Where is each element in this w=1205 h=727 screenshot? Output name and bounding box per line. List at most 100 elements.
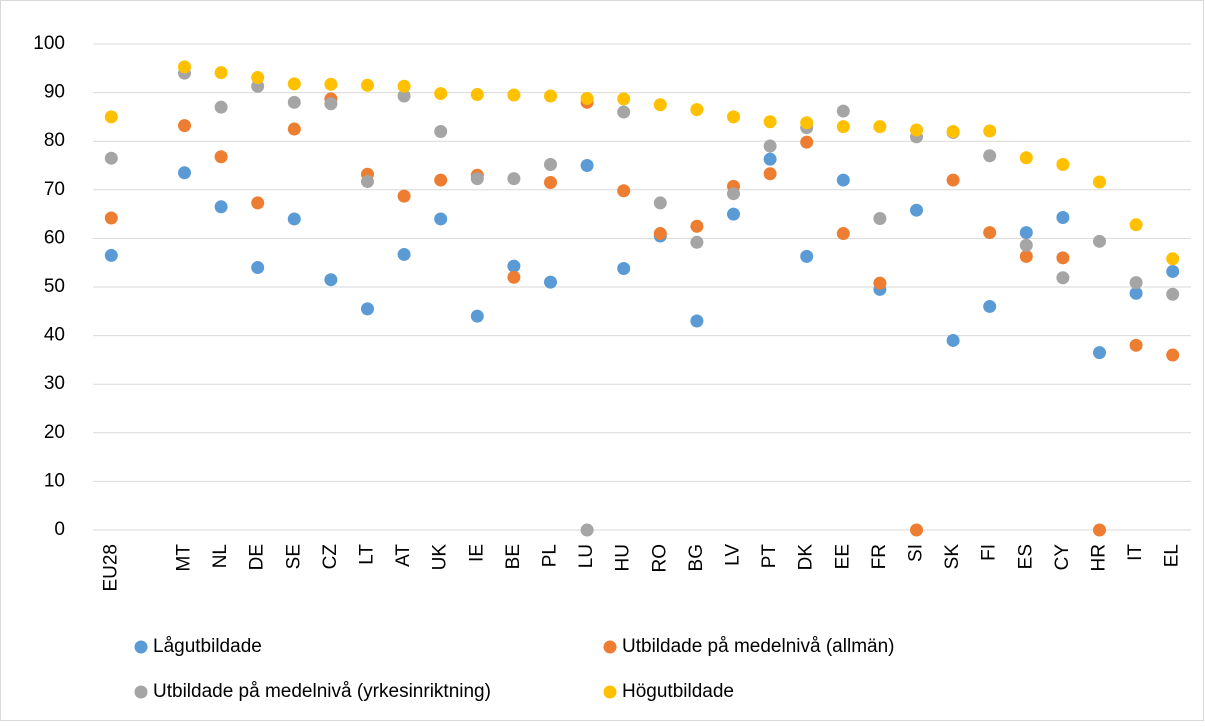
dot xyxy=(507,270,521,284)
dot xyxy=(617,184,631,198)
dot xyxy=(580,523,594,537)
dot xyxy=(617,105,631,119)
x-tick-label: AT xyxy=(393,544,414,567)
dot xyxy=(251,261,265,275)
dot xyxy=(910,523,923,537)
dot xyxy=(946,173,960,187)
dot xyxy=(1166,264,1180,278)
legend-label: Utbildade på medelnivå (yrkesinriktning) xyxy=(153,681,491,702)
dot xyxy=(544,176,557,190)
x-tick-label: SK xyxy=(942,544,963,570)
dot xyxy=(910,203,923,217)
y-tick-label: 50 xyxy=(44,276,65,297)
dot xyxy=(251,196,265,210)
dot xyxy=(507,88,521,102)
x-tick-label: CY xyxy=(1052,544,1073,571)
dot xyxy=(617,262,631,276)
y-tick-label: 60 xyxy=(44,227,65,248)
dot xyxy=(470,88,484,102)
dot xyxy=(800,249,814,263)
dot xyxy=(1019,249,1033,263)
dot xyxy=(690,314,704,328)
dot xyxy=(653,227,667,241)
legend-marker xyxy=(603,640,617,654)
dot xyxy=(1093,346,1106,360)
dot xyxy=(178,166,191,180)
dot xyxy=(1093,523,1106,537)
y-tick-label: 70 xyxy=(44,179,65,200)
y-tick-label: 0 xyxy=(54,519,65,540)
dot xyxy=(836,173,850,187)
dot xyxy=(983,226,997,240)
dot xyxy=(470,309,484,323)
x-tick-label: FI xyxy=(979,544,1000,561)
y-tick-label: 80 xyxy=(44,130,65,151)
dot xyxy=(287,77,301,91)
dot xyxy=(983,124,997,138)
dot xyxy=(1129,218,1143,232)
dot xyxy=(763,115,777,129)
dot xyxy=(397,89,411,103)
x-tick-label: PT xyxy=(759,544,780,569)
legend-label: Lågutbildade xyxy=(153,636,262,657)
dot xyxy=(983,149,997,163)
dot xyxy=(1056,251,1070,265)
x-tick-label: MT xyxy=(174,544,195,572)
dot xyxy=(1129,286,1143,300)
dot xyxy=(361,302,374,316)
dot xyxy=(397,79,411,93)
dot xyxy=(470,172,484,186)
dot xyxy=(910,123,923,137)
dot xyxy=(1129,338,1143,352)
dot xyxy=(1019,151,1033,165)
dot xyxy=(287,212,301,226)
dot xyxy=(324,97,338,111)
dot xyxy=(434,212,448,226)
legend-marker xyxy=(134,685,148,699)
dot xyxy=(324,77,338,91)
dot xyxy=(104,211,118,225)
dot xyxy=(214,66,228,80)
dot xyxy=(727,207,740,221)
x-tick-label: LU xyxy=(576,544,597,568)
dot xyxy=(800,135,814,149)
dot xyxy=(397,189,411,203)
y-tick-label: 40 xyxy=(44,325,65,346)
x-tick-label: SE xyxy=(283,544,304,569)
dot xyxy=(763,167,777,181)
dot xyxy=(873,211,887,225)
dot xyxy=(507,172,521,186)
x-tick-label: EE xyxy=(832,544,853,569)
dot xyxy=(873,276,887,290)
dot xyxy=(763,139,777,153)
x-tick-label: DE xyxy=(247,544,268,570)
legend-label: Utbildade på medelnivå (allmän) xyxy=(622,636,894,657)
dot xyxy=(983,299,997,313)
y-tick-label: 90 xyxy=(44,82,65,103)
dot xyxy=(287,122,301,136)
dot xyxy=(1166,348,1180,362)
dot xyxy=(690,235,704,249)
dot xyxy=(873,120,887,134)
x-tick-label: HR xyxy=(1089,544,1110,571)
dot xyxy=(178,119,191,133)
dot xyxy=(361,78,374,92)
x-tick-label: LT xyxy=(357,544,378,565)
dot xyxy=(214,100,228,114)
dot xyxy=(361,175,374,189)
x-tick-label: SI xyxy=(906,544,927,562)
dot xyxy=(1056,158,1070,172)
x-tick-label: ES xyxy=(1015,544,1036,569)
dot xyxy=(1056,271,1070,285)
dot xyxy=(1056,211,1070,225)
dot xyxy=(507,259,521,273)
x-tick-label: BE xyxy=(503,544,524,569)
dot xyxy=(104,151,118,165)
dot xyxy=(763,152,777,166)
dot xyxy=(287,95,301,109)
x-tick-label: RO xyxy=(649,544,670,573)
y-tick-label: 20 xyxy=(44,422,65,443)
x-tick-label: PL xyxy=(540,544,561,567)
dot xyxy=(800,116,814,130)
dot xyxy=(434,124,448,138)
